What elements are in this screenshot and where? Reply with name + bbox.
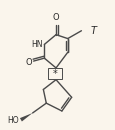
Text: HN: HN <box>31 40 42 49</box>
Polygon shape <box>53 68 58 80</box>
Text: *: * <box>52 69 57 79</box>
FancyBboxPatch shape <box>47 68 62 79</box>
Text: O: O <box>52 13 59 22</box>
Text: O: O <box>25 58 31 67</box>
Text: T: T <box>89 26 95 36</box>
Text: HO: HO <box>7 116 19 125</box>
Polygon shape <box>20 113 32 122</box>
